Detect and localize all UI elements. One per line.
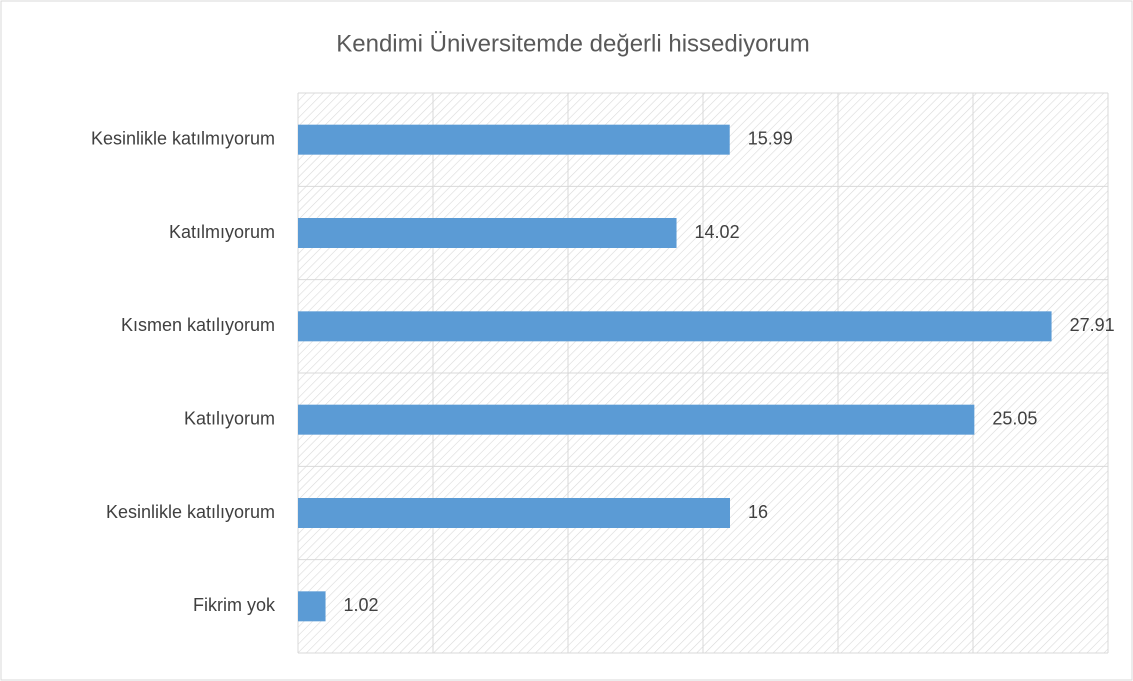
bar [298, 404, 975, 435]
data-label: 15.99 [748, 128, 793, 148]
y-tick-label: Kesinlikle katılmıyorum [91, 128, 275, 148]
data-label: 1.02 [344, 595, 379, 615]
data-label: 14.02 [695, 222, 740, 242]
bar [298, 591, 326, 622]
bar [298, 124, 730, 155]
y-tick-label: Fikrim yok [193, 595, 276, 615]
y-tick-label: Kısmen katılıyorum [121, 315, 275, 335]
data-label: 16 [748, 502, 768, 522]
y-tick-label: Katılmıyorum [169, 222, 275, 242]
data-label: 25.05 [992, 408, 1037, 428]
chart-title: Kendimi Üniversitemde değerli hissediyor… [336, 30, 810, 57]
bar [298, 498, 730, 528]
bar [298, 311, 1052, 342]
data-label: 27.91 [1070, 315, 1115, 335]
bar [298, 218, 677, 248]
y-tick-label: Katılıyorum [184, 408, 275, 428]
y-tick-label: Kesinlikle katılıyorum [106, 502, 275, 522]
